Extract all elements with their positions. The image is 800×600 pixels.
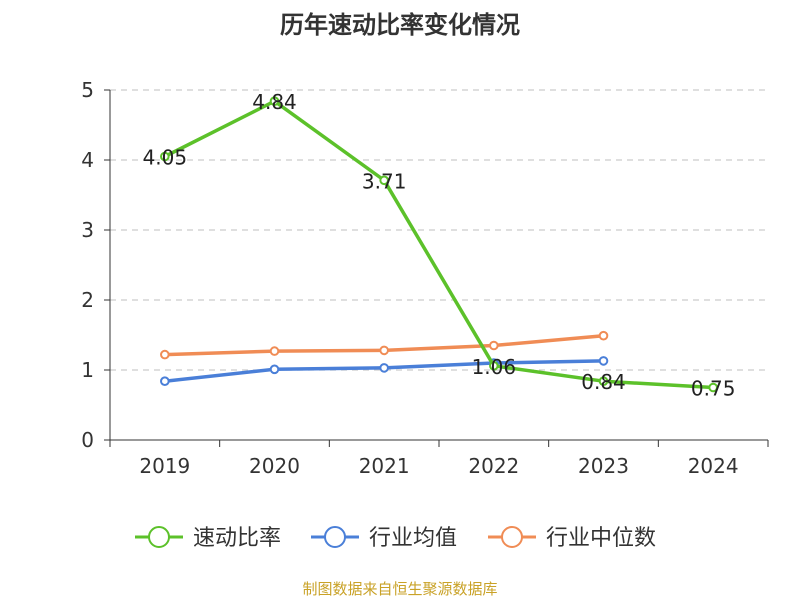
- data-point[interactable]: [269, 96, 280, 106]
- y-tick-label: 5: [81, 78, 94, 102]
- x-tick-label: 2023: [578, 454, 629, 478]
- data-point[interactable]: [269, 346, 280, 356]
- series-line: [164, 99, 714, 390]
- data-point[interactable]: [489, 361, 499, 371]
- legend-marker: [324, 526, 346, 548]
- y-tick-label: 3: [81, 218, 94, 242]
- legend-label: 行业中位数: [546, 526, 656, 551]
- data-point[interactable]: [379, 175, 389, 186]
- data-point[interactable]: [269, 364, 280, 375]
- legend-label: 行业均值: [369, 526, 457, 551]
- legend-marker: [148, 526, 170, 548]
- data-label: 0.84: [581, 370, 626, 394]
- y-tick-label: 4: [81, 148, 94, 172]
- data-label: 1.06: [472, 355, 517, 379]
- y-tick-label: 0: [81, 428, 94, 452]
- series-layer: [160, 96, 718, 393]
- legend[interactable]: 速动比率 行业均值 行业中位数: [135, 526, 656, 551]
- source-text: 制图数据来自恒生聚源数据库: [302, 580, 497, 598]
- data-label: 4.05: [143, 146, 188, 170]
- data-point[interactable]: [708, 382, 718, 393]
- legend-marker: [501, 526, 523, 548]
- y-tick-label: 1: [81, 358, 94, 382]
- data-point[interactable]: [160, 151, 170, 162]
- grid: [110, 89, 768, 371]
- data-point[interactable]: [489, 340, 499, 351]
- legend-item-0[interactable]: 速动比率: [135, 526, 281, 551]
- data-point[interactable]: [379, 345, 389, 356]
- data-label: 4.84: [252, 90, 297, 114]
- data-point[interactable]: [598, 356, 609, 366]
- series-0: [160, 96, 718, 393]
- legend-item-2[interactable]: 行业中位数: [488, 526, 656, 551]
- series-2: [160, 330, 609, 360]
- x-tick-label: 2024: [688, 454, 739, 478]
- legend-label: 速动比率: [193, 526, 281, 551]
- data-label: 0.75: [691, 377, 736, 401]
- data-point[interactable]: [379, 363, 389, 373]
- x-tick-label: 2022: [468, 454, 519, 478]
- x-tick-label: 2019: [139, 454, 190, 478]
- chart-title: 历年速动比率变化情况: [280, 11, 520, 39]
- axes: 0 1 2 3 4 5 2019 2020 2021 2022 2023 2024: [81, 78, 769, 478]
- y-tick-label: 2: [81, 288, 94, 312]
- data-label: 3.71: [362, 169, 407, 193]
- data-point[interactable]: [598, 376, 609, 387]
- data-point[interactable]: [160, 349, 170, 360]
- x-tick-label: 2021: [359, 454, 410, 478]
- legend-item-1[interactable]: 行业均值: [311, 526, 457, 551]
- data-labels: 4.05 4.84 3.71 1.06 0.84 0.75: [143, 90, 736, 400]
- data-point[interactable]: [160, 376, 170, 387]
- x-tick-label: 2020: [249, 454, 300, 478]
- data-point[interactable]: [598, 330, 609, 341]
